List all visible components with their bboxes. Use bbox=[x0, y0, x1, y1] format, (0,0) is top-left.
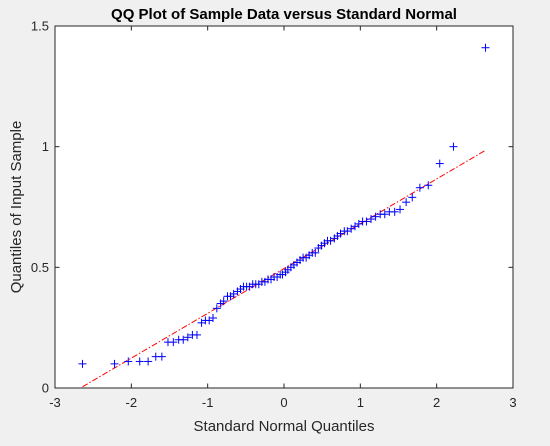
data-point bbox=[402, 198, 411, 207]
data-point bbox=[481, 43, 490, 52]
data-markers bbox=[78, 43, 490, 368]
data-point bbox=[192, 330, 201, 339]
y-tick-label: 1.5 bbox=[31, 19, 49, 34]
data-point bbox=[110, 359, 119, 368]
data-point bbox=[424, 181, 433, 190]
data-point bbox=[380, 210, 389, 219]
data-point bbox=[183, 333, 192, 342]
data-point bbox=[367, 215, 376, 224]
data-point bbox=[371, 212, 380, 221]
y-tick-label: 0 bbox=[42, 381, 49, 396]
x-tick-label: 0 bbox=[280, 395, 287, 410]
data-point bbox=[396, 205, 405, 214]
data-point bbox=[135, 357, 144, 366]
y-tick-label: 0.5 bbox=[31, 260, 49, 275]
y-tick-label: 1 bbox=[42, 139, 49, 154]
chart-title: QQ Plot of Sample Data versus Standard N… bbox=[111, 6, 457, 23]
reference-line-group bbox=[82, 149, 486, 388]
data-point bbox=[179, 335, 188, 344]
data-point bbox=[219, 297, 228, 306]
data-point bbox=[169, 338, 178, 347]
data-point bbox=[144, 357, 153, 366]
x-tick-label: -1 bbox=[202, 395, 214, 410]
x-tick-label: 2 bbox=[433, 395, 440, 410]
data-point bbox=[390, 207, 399, 216]
y-axis-label: Quantiles of Input Sample bbox=[8, 121, 25, 294]
data-point bbox=[212, 304, 221, 313]
data-point bbox=[311, 248, 320, 257]
reference-line bbox=[82, 149, 486, 388]
data-point bbox=[449, 142, 458, 151]
x-tick-label: -2 bbox=[126, 395, 138, 410]
axis-ticks: -3 -2 -1 0 1 2 3 0 0.5 1 1.5 bbox=[31, 19, 517, 411]
data-point bbox=[408, 193, 417, 202]
data-point bbox=[415, 183, 424, 192]
data-point bbox=[435, 159, 444, 168]
data-point bbox=[209, 314, 218, 323]
x-tick-label: 1 bbox=[357, 395, 364, 410]
plot-area bbox=[54, 25, 514, 389]
x-tick-label: -3 bbox=[49, 395, 61, 410]
data-point bbox=[78, 359, 87, 368]
data-point bbox=[157, 352, 166, 361]
x-tick-label: 3 bbox=[509, 395, 516, 410]
data-point bbox=[124, 357, 133, 366]
data-point bbox=[362, 217, 371, 226]
x-axis-label: Standard Normal Quantiles bbox=[194, 418, 375, 435]
